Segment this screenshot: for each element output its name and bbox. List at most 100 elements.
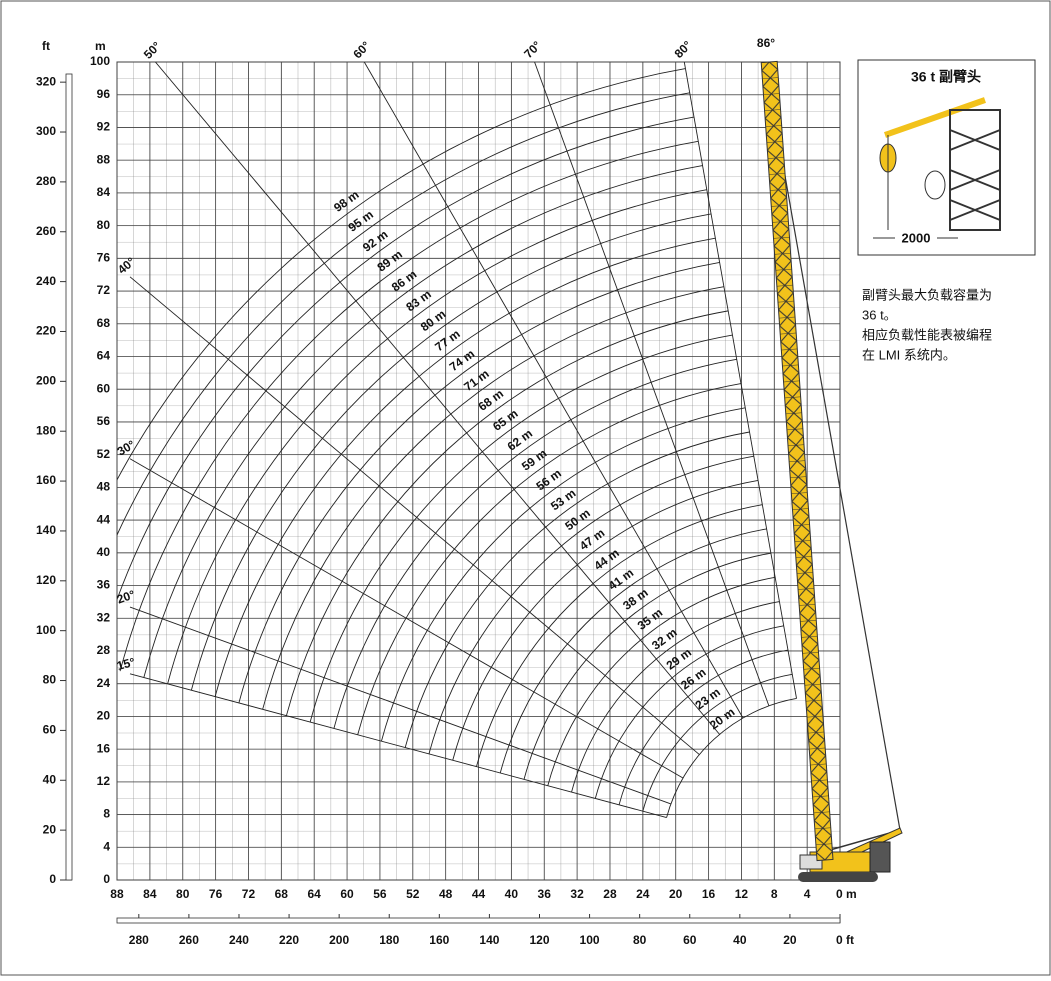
y-ft-tick-label: 320 [36, 74, 56, 88]
jib-arc [262, 286, 724, 710]
y-m-tick-label: 20 [97, 709, 111, 723]
y-m-tick-label: 36 [97, 578, 111, 592]
y-m-tick-label: 8 [103, 807, 110, 821]
x-m-tick-label: 60 [340, 887, 354, 901]
x-ft-tick-label: 180 [379, 933, 399, 947]
x-m-tick-label: 0 m [836, 887, 857, 901]
inset-title: 36 t 副臂头 [911, 69, 981, 85]
note-line: 相应负载性能表被编程 [862, 327, 992, 342]
jib-arc [333, 358, 737, 729]
x-m-tick-label: 28 [603, 887, 617, 901]
x-m-tick-label: 52 [406, 887, 420, 901]
y-ft-tick-label: 100 [36, 623, 56, 637]
jib-arc [117, 116, 695, 601]
angle-line [129, 606, 672, 805]
angle-label: 50° [141, 39, 164, 62]
y-m-tick-label: 72 [97, 283, 111, 297]
boom [760, 60, 834, 862]
y-m-tick-label: 24 [97, 676, 111, 690]
y-ft-tick-label: 160 [36, 473, 56, 487]
ft-ruler-bottom [116, 917, 841, 924]
y-ft-tick-label: 140 [36, 523, 56, 537]
angle-line [363, 62, 744, 719]
angle-label: 60° [350, 38, 373, 61]
note-line: 副臂头最大负载容量为 [862, 287, 992, 302]
x-ft-tick-label: 100 [580, 933, 600, 947]
x-m-tick-label: 16 [702, 887, 716, 901]
inset-dimension: 2000 [902, 230, 931, 245]
range-overlay [117, 62, 797, 818]
x-m-tick-label: 36 [538, 887, 552, 901]
note-line: 在 LMI 系统内。 [862, 347, 956, 362]
x-m-tick-label: 64 [307, 887, 321, 901]
x-m-tick-label: 88 [110, 887, 124, 901]
y-m-tick-label: 52 [97, 447, 111, 461]
angle-line [155, 62, 720, 735]
grid [116, 61, 841, 881]
angle-line [129, 276, 700, 755]
x-m-tick-label: 12 [735, 887, 749, 901]
x-ft-tick-label: 0 ft [836, 933, 854, 947]
y-m-tick-label: 12 [97, 774, 111, 788]
angle-line [683, 62, 797, 699]
jib-arc [666, 698, 797, 818]
m-unit: m [95, 39, 106, 53]
x-ft-tick-label: 20 [783, 933, 797, 947]
x-m-tick-label: 56 [373, 887, 387, 901]
x-m-tick-label: 80 [176, 887, 190, 901]
x-m-tick-label: 84 [143, 887, 157, 901]
x-m-tick-label: 40 [505, 887, 519, 901]
x-m-tick-label: 68 [275, 887, 289, 901]
y-m-tick-label: 0 [103, 872, 110, 886]
angle-line [129, 458, 684, 779]
y-ft-tick-label: 20 [43, 822, 57, 836]
y-m-tick-label: 68 [97, 316, 111, 330]
jib-arc [143, 165, 703, 678]
y-m-tick-label: 88 [97, 152, 111, 166]
x-m-tick-label: 76 [209, 887, 223, 901]
boom-lattice [760, 60, 834, 862]
x-ft-tick-label: 160 [429, 933, 449, 947]
x-ft-tick-label: 120 [529, 933, 549, 947]
y-m-tick-label: 64 [97, 349, 111, 363]
x-m-tick-label: 48 [439, 887, 453, 901]
jib-arc [594, 625, 784, 799]
y-m-tick-label: 76 [97, 250, 111, 264]
y-ft-tick-label: 180 [36, 423, 56, 437]
x-m-tick-label: 44 [472, 887, 486, 901]
jib-arc [499, 528, 767, 774]
y-m-tick-label: 32 [97, 610, 111, 624]
jib-arc [238, 261, 720, 704]
angle-line [129, 673, 667, 818]
y-m-tick-label: 96 [97, 87, 111, 101]
y-m-tick-label: 16 [97, 741, 111, 755]
x-m-tick-label: 72 [242, 887, 256, 901]
jib-arc [357, 383, 742, 735]
x-ft-tick-label: 240 [229, 933, 249, 947]
y-m-tick-label: 60 [97, 381, 111, 395]
x-ft-tick-label: 200 [329, 933, 349, 947]
y-m-tick-label: 4 [103, 839, 110, 853]
y-m-tick-label: 84 [97, 185, 111, 199]
jib-arc [381, 407, 746, 742]
angle-label: 15° [115, 655, 136, 673]
y-ft-tick-label: 40 [43, 772, 57, 786]
x-m-tick-label: 4 [804, 887, 811, 901]
x-ft-tick-label: 140 [479, 933, 499, 947]
x-ft-tick-label: 280 [129, 933, 149, 947]
note-line: 36 t。 [862, 307, 897, 322]
x-ft-tick-label: 80 [633, 933, 647, 947]
jib-arc [618, 649, 789, 805]
y-ft-tick-label: 0 [49, 872, 56, 886]
boom-angle-label: 86° [757, 36, 775, 50]
y-m-tick-label: 48 [97, 480, 111, 494]
jib-arc [404, 431, 750, 748]
jib-arc [190, 213, 712, 691]
jib-arc [167, 189, 707, 684]
y-m-tick-label: 44 [97, 512, 111, 526]
x-m-tick-label: 32 [570, 887, 584, 901]
jib-arc [117, 92, 690, 537]
x-ft-tick-label: 260 [179, 933, 199, 947]
